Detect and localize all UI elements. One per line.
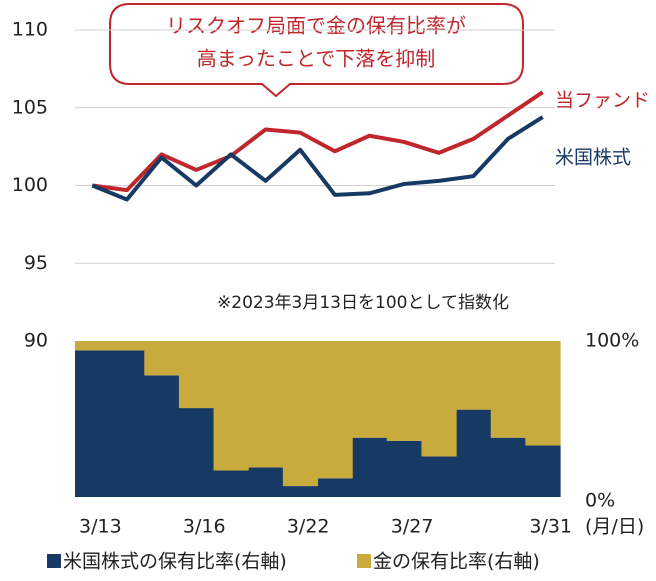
y-tick-label: 90 xyxy=(24,330,48,352)
x-tick-label: 3/16 xyxy=(183,516,226,538)
bar xyxy=(109,350,145,497)
bar xyxy=(317,341,353,479)
bar xyxy=(352,437,388,497)
y2-tick-label: 100% xyxy=(585,330,639,352)
bar xyxy=(421,456,457,497)
bar xyxy=(178,408,215,497)
bar xyxy=(317,478,353,497)
legend-label: 米国株式の保有比率(右軸) xyxy=(63,551,287,573)
bar xyxy=(456,341,492,410)
x-tick-label: 3/27 xyxy=(391,516,434,538)
bar xyxy=(213,341,249,471)
x-tick-label: 3/13 xyxy=(79,516,122,538)
x-tick-label: 3/31 xyxy=(529,516,572,538)
bar xyxy=(490,437,526,497)
annotation: リスクオフ局面で金の保有比率が xyxy=(166,14,466,38)
y2-tick-label: 0% xyxy=(585,490,615,512)
bar xyxy=(386,440,423,497)
bar xyxy=(75,341,111,351)
legend-swatch xyxy=(47,554,61,568)
legend-label: 金の保有比率(右軸) xyxy=(373,551,540,573)
x-tick-label: 3/22 xyxy=(287,516,330,538)
bar xyxy=(525,341,561,446)
series-label: 米国株式 xyxy=(555,147,631,169)
y-tick-label: 100 xyxy=(12,174,48,196)
bar xyxy=(386,341,423,441)
bar xyxy=(490,341,526,438)
note: ※2023年3月13日を100として指数化 xyxy=(217,293,509,313)
bar xyxy=(144,375,180,497)
x-unit: (月/日) xyxy=(585,516,644,538)
bar xyxy=(75,350,111,497)
line xyxy=(91,115,544,202)
series-label: 当ファンド xyxy=(555,90,650,112)
annotation: 高まったことで下落を抑制 xyxy=(197,47,436,71)
y-tick-label: 95 xyxy=(24,252,48,274)
bar xyxy=(178,341,215,409)
y-tick-label: 105 xyxy=(12,96,48,118)
bar xyxy=(109,341,145,351)
bar xyxy=(282,341,319,487)
bar xyxy=(144,341,180,376)
bar xyxy=(248,341,284,468)
y-tick-label: 110 xyxy=(12,19,48,41)
bar xyxy=(282,486,319,497)
bar xyxy=(456,409,492,497)
line xyxy=(92,90,544,193)
bar xyxy=(421,341,457,457)
bar xyxy=(352,341,388,438)
bar xyxy=(525,445,561,497)
bar xyxy=(213,470,249,497)
bar xyxy=(248,467,284,497)
annotation-box xyxy=(109,3,524,98)
legend-swatch xyxy=(357,554,371,568)
